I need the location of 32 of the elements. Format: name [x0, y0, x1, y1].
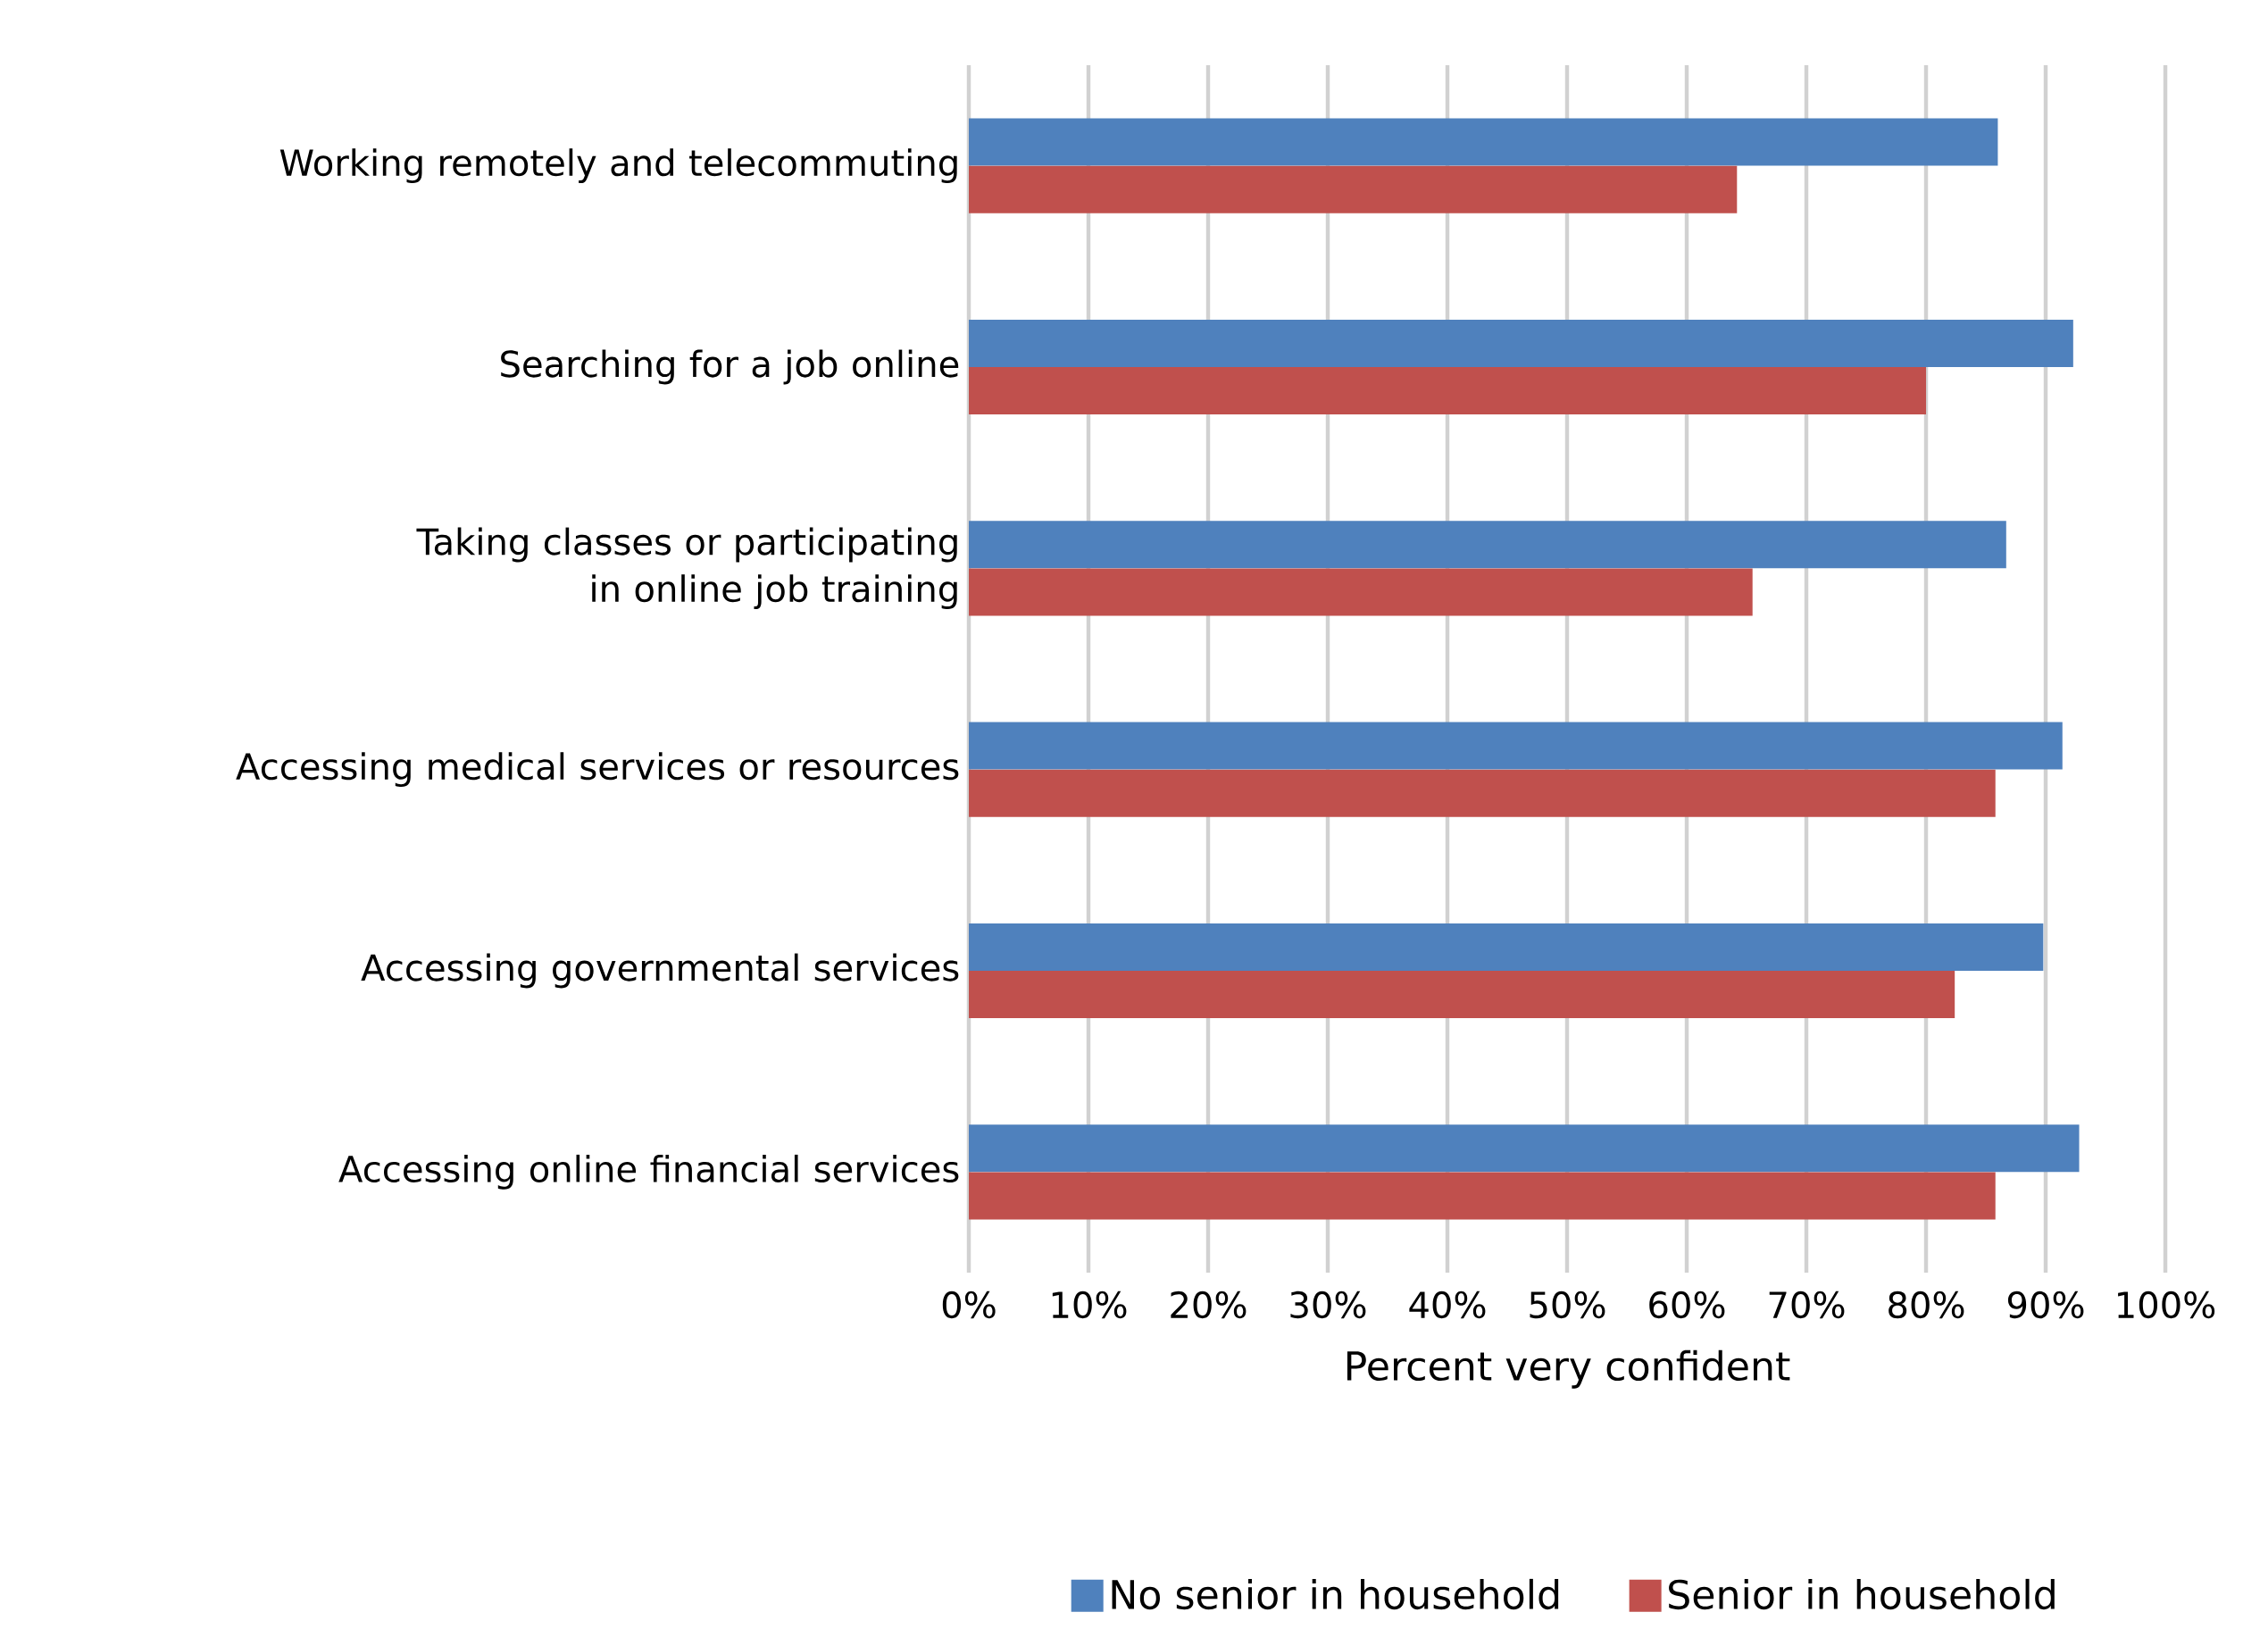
y-tick-label: Accessing online financial services	[338, 1154, 959, 1190]
legend-label: Senior in household	[1669, 1578, 2055, 1610]
x-tick-label: 50%	[1530, 1291, 1605, 1319]
x-tick-label: 90%	[2007, 1291, 2084, 1319]
bar	[969, 971, 1955, 1019]
bar	[969, 923, 2044, 971]
x-tick-label: 80%	[1889, 1291, 1964, 1319]
x-tick-label: 60%	[1649, 1291, 1725, 1319]
bar	[969, 568, 1753, 616]
bar	[969, 367, 1927, 415]
x-tick-label: 30%	[1290, 1291, 1366, 1319]
bar	[969, 1172, 1996, 1220]
x-tick-label: 100%	[2118, 1291, 2215, 1319]
bar	[969, 1124, 2080, 1173]
bar	[969, 521, 2006, 569]
x-tick-label: 10%	[1052, 1291, 1127, 1319]
legend-label: No senior in household	[1112, 1578, 1559, 1610]
x-tick-label: 70%	[1769, 1291, 1845, 1319]
x-tick-label: 0%	[942, 1291, 996, 1319]
bar	[969, 769, 1996, 817]
bar	[969, 319, 2073, 367]
x-axis-title: Percent very confident	[1347, 1349, 1790, 1389]
y-tick-label: Working remotely and telecommuting	[279, 148, 957, 184]
x-tick-label: 20%	[1171, 1291, 1247, 1319]
x-tick-label: 40%	[1409, 1291, 1486, 1319]
bar	[969, 165, 1738, 213]
y-tick-label: Accessing medical services or resources	[236, 752, 959, 788]
y-tick-label: Taking classes or participating in online job training	[416, 527, 957, 610]
bar	[969, 722, 2063, 770]
y-tick-label: Searching for a job online	[501, 349, 959, 385]
bar	[969, 118, 1998, 166]
y-tick-label: Accessing governmental services	[361, 953, 959, 989]
